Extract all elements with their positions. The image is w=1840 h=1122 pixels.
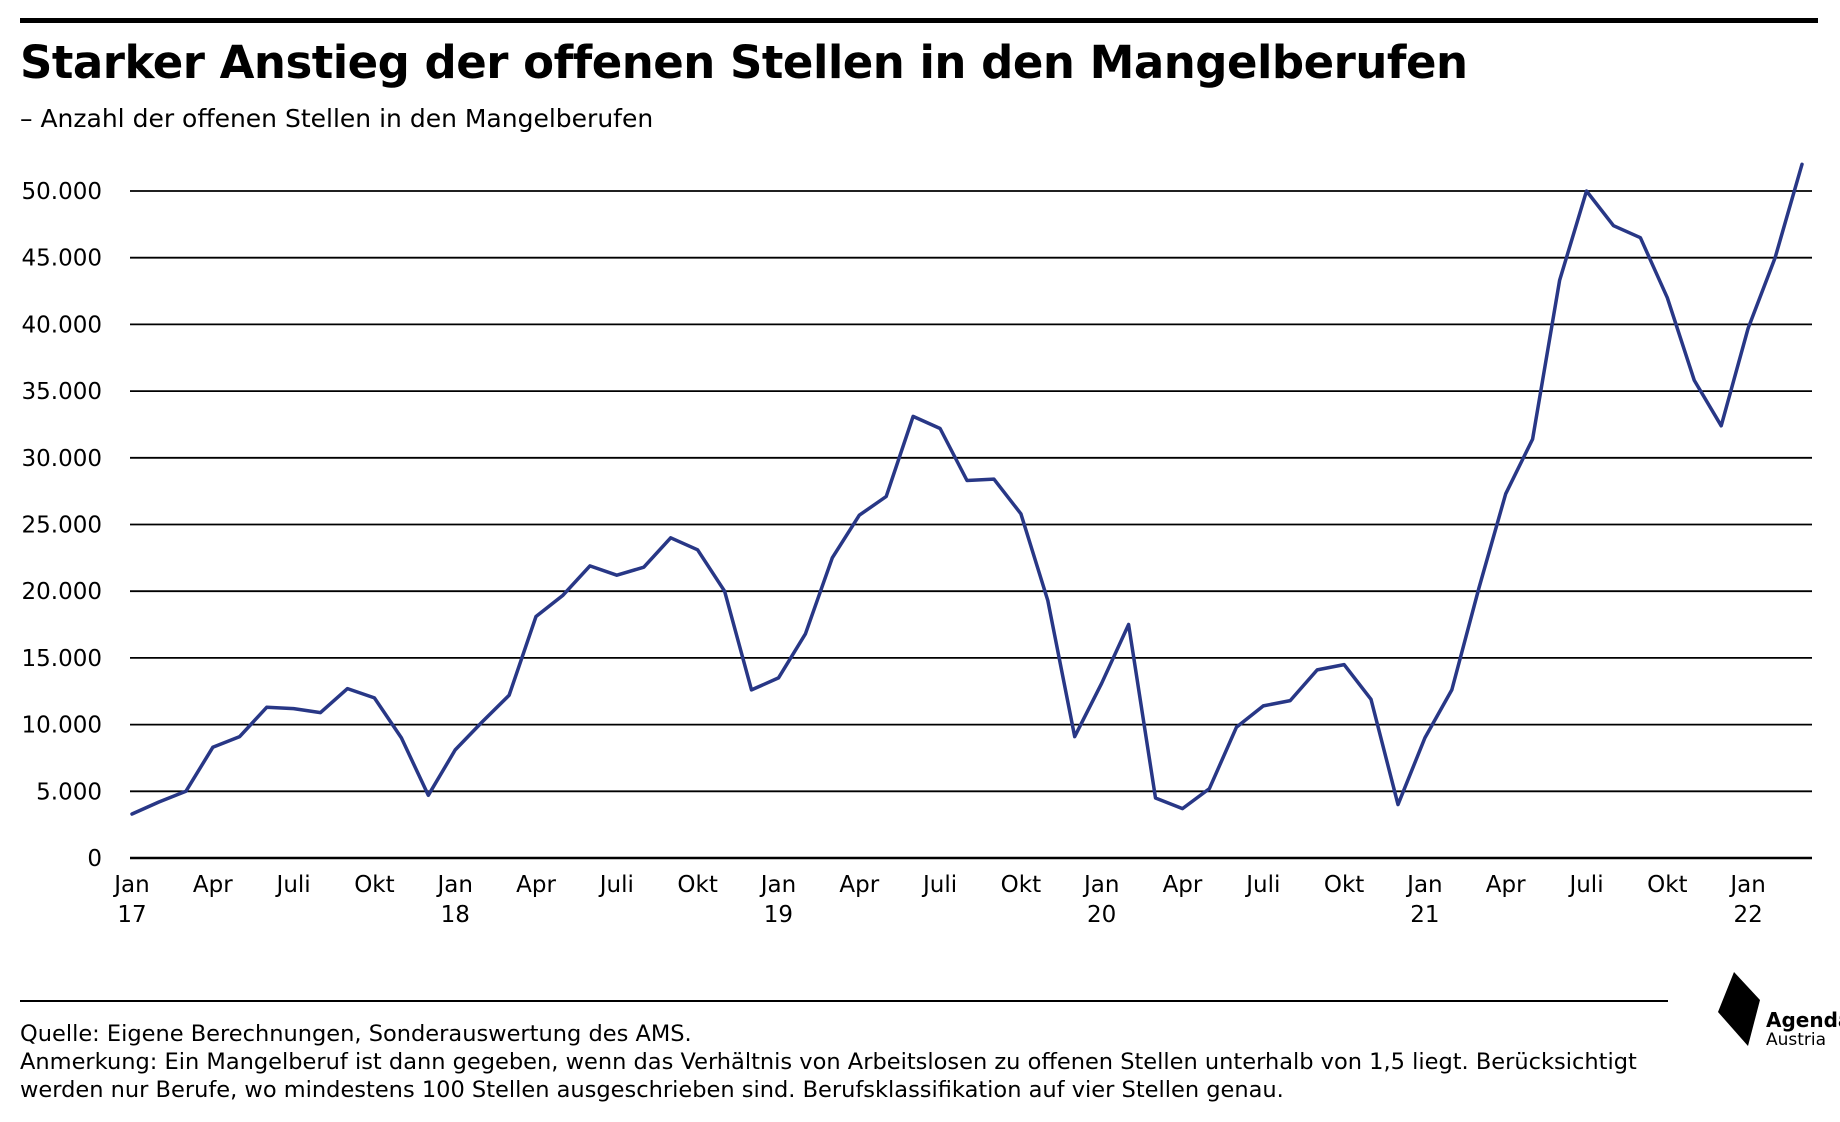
x-tick-label: Okt: [677, 872, 717, 898]
x-tick-year-label: 18: [441, 902, 470, 928]
y-tick-label: 35.000: [22, 379, 102, 405]
x-tick-label: Apr: [1163, 872, 1203, 898]
chart-title: Starker Anstieg der offenen Stellen in d…: [20, 36, 1468, 89]
remark-line-2: werden nur Berufe, wo mindestens 100 Ste…: [20, 1077, 1284, 1103]
x-tick-year-label: 21: [1410, 902, 1439, 928]
footer-rule: [20, 1000, 1668, 1002]
logo-mark-icon: [1718, 972, 1760, 1046]
line-chart: 0 5.000 10.000 15.000 20.000 25.000 30.000 35.0…: [22, 162, 1812, 928]
top-rule: [20, 18, 1818, 23]
y-tick-label: 45.000: [22, 246, 102, 272]
x-tick-label: Jan: [759, 872, 796, 898]
x-tick-label: Juli: [1567, 872, 1603, 898]
x-tick-label: Juli: [275, 872, 311, 898]
x-tick-year-label: 22: [1733, 902, 1762, 928]
x-tick-label: Juli: [921, 872, 957, 898]
agenda-austria-logo: Agenda Austria: [1712, 970, 1840, 1050]
y-tick-label: 20.000: [22, 579, 102, 605]
x-tick-label: Juli: [1244, 872, 1280, 898]
y-tick-label: 15.000: [22, 646, 102, 672]
y-tick-label: 0: [87, 846, 102, 872]
y-tick-label: 10.000: [22, 713, 102, 739]
x-tick-label: Jan: [1728, 872, 1765, 898]
x-tick-label: Jan: [1405, 872, 1442, 898]
x-tick-year-label: 19: [764, 902, 793, 928]
chart-subtitle: – Anzahl der offenen Stellen in den Mang…: [20, 104, 654, 133]
y-tick-label: 50.000: [22, 179, 102, 205]
logo-name: Agenda: [1766, 1008, 1840, 1032]
x-tick-year-label: 17: [117, 902, 146, 928]
y-tick-label: 40.000: [22, 312, 102, 338]
source-note: Quelle: Eigene Berechnungen, Sonderauswe…: [20, 1021, 692, 1047]
x-tick-label: Okt: [1001, 872, 1041, 898]
x-tick-label: Apr: [1486, 872, 1526, 898]
x-tick-label: Jan: [112, 872, 149, 898]
x-tick-label: Juli: [598, 872, 634, 898]
y-tick-label: 30.000: [22, 446, 102, 472]
x-tick-label: Apr: [516, 872, 556, 898]
footer-notes: Quelle: Eigene Berechnungen, Sonderauswe…: [20, 1020, 1680, 1104]
x-tick-label: Jan: [1082, 872, 1119, 898]
x-tick-label: Okt: [354, 872, 394, 898]
x-tick-label: Okt: [1324, 872, 1364, 898]
y-tick-label: 25.000: [22, 513, 102, 539]
x-tick-label: Jan: [435, 872, 472, 898]
logo-subname: Austria: [1766, 1030, 1827, 1050]
x-tick-year-label: 20: [1087, 902, 1116, 928]
x-tick-label: Apr: [193, 872, 233, 898]
y-tick-label: 5.000: [36, 779, 102, 805]
x-tick-label: Okt: [1647, 872, 1687, 898]
x-tick-label: Apr: [839, 872, 879, 898]
remark-line-1: Anmerkung: Ein Mangelberuf ist dann gege…: [20, 1049, 1637, 1075]
series-line: [130, 162, 1804, 816]
